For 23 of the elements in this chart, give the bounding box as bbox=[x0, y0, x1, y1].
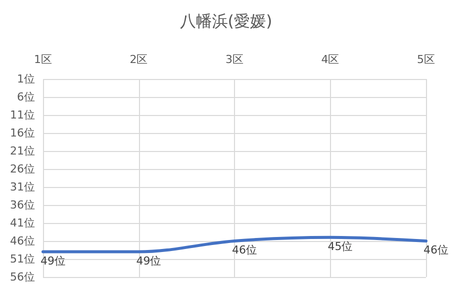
data-label: 49位 bbox=[136, 254, 162, 268]
y-tick-label: 6位 bbox=[17, 90, 35, 104]
chart-title: 八幡浜(愛媛) bbox=[180, 12, 272, 30]
y-tick-label: 31位 bbox=[10, 180, 35, 194]
x-tick-label: 3区 bbox=[226, 53, 244, 66]
y-tick-label: 26位 bbox=[10, 162, 35, 176]
x-tick-label: 4区 bbox=[321, 53, 340, 66]
y-tick-label: 16位 bbox=[10, 126, 35, 140]
y-tick-label: 21位 bbox=[10, 144, 35, 158]
y-tick-label: 1位 bbox=[17, 72, 35, 86]
x-tick-label: 5区 bbox=[417, 53, 435, 66]
data-label: 45位 bbox=[328, 240, 353, 253]
data-label: 46位 bbox=[232, 244, 257, 256]
y-tick-label: 56位 bbox=[10, 270, 35, 284]
y-tick-label: 51位 bbox=[10, 252, 35, 266]
y-tick-label: 41位 bbox=[10, 216, 35, 230]
y-tick-label: 36位 bbox=[10, 198, 35, 212]
x-tick-label: 1区 bbox=[34, 53, 52, 66]
y-tick-label: 11位 bbox=[10, 108, 35, 122]
data-label: 49位 bbox=[40, 254, 66, 268]
data-label: 46位 bbox=[424, 244, 448, 256]
y-tick-label: 46位 bbox=[10, 234, 35, 248]
x-tick-label: 2区 bbox=[130, 53, 148, 66]
